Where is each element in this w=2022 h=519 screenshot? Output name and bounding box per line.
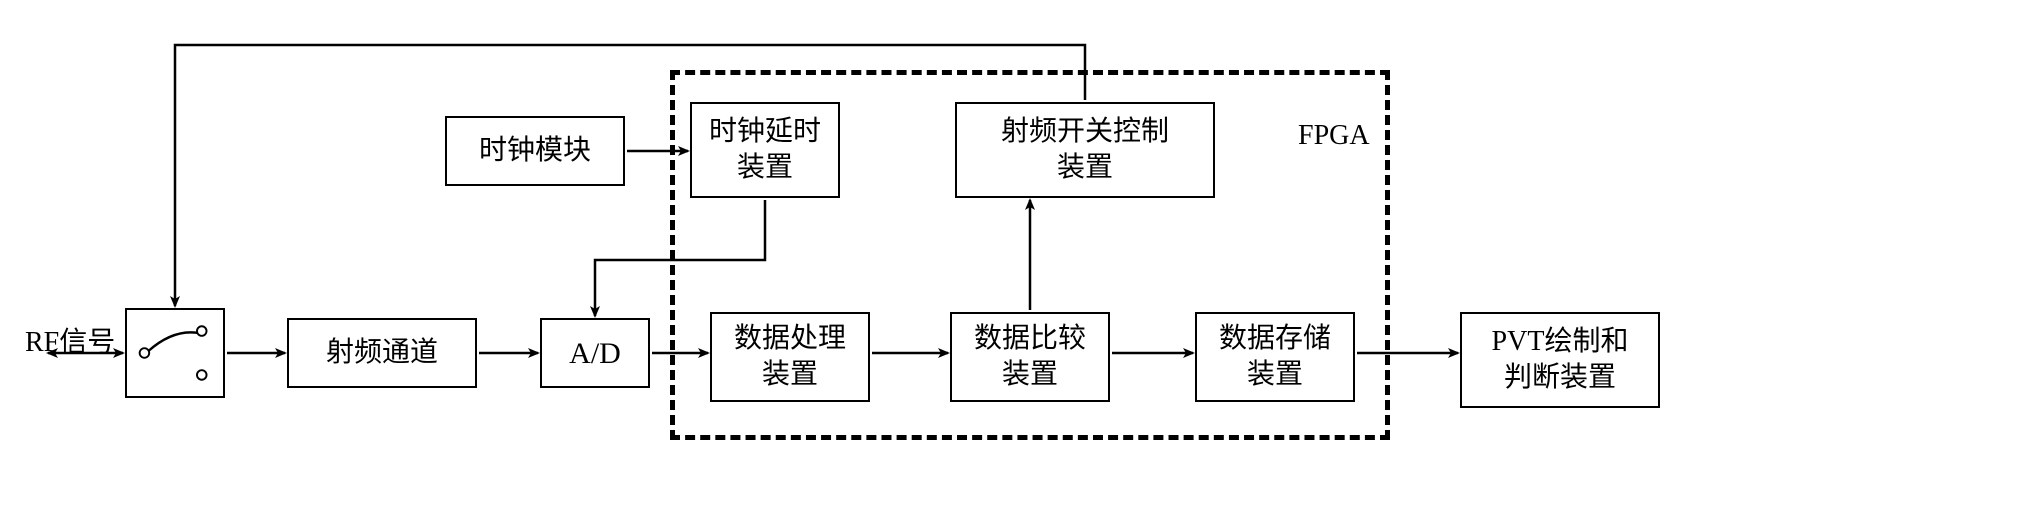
ad-box: A/D xyxy=(540,318,650,388)
rf-switch-ctrl-box: 射频开关控制 装置 xyxy=(955,102,1215,198)
data-compare-box: 数据比较 装置 xyxy=(950,312,1110,402)
block-diagram: FPGA RF信号 射频通道 A/D 时钟模块 时钟延时 装置 射频开关控制 装… xyxy=(20,20,2002,499)
data-processing-box: 数据处理 装置 xyxy=(710,312,870,402)
data-storage-box: 数据存储 装置 xyxy=(1195,312,1355,402)
clock-delay-box: 时钟延时 装置 xyxy=(690,102,840,198)
rf-channel-box: 射频通道 xyxy=(287,318,477,388)
rf-signal-label: RF信号 xyxy=(25,320,115,360)
pvt-draw-box: PVT绘制和 判断装置 xyxy=(1460,312,1660,408)
fpga-label: FPGA xyxy=(1298,120,1370,152)
clock-module-box: 时钟模块 xyxy=(445,116,625,186)
rf-switch-box xyxy=(125,308,225,398)
